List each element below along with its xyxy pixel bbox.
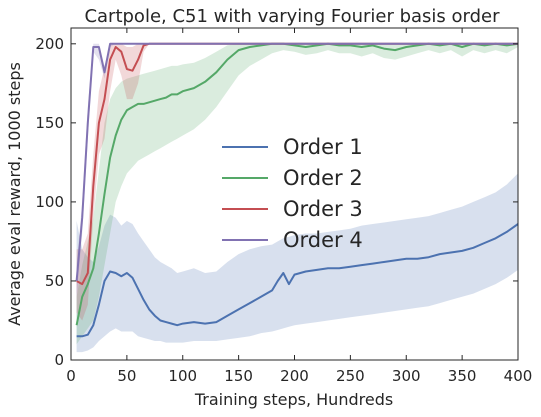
legend: Order 1 Order 2 Order 3 Order 4 (222, 135, 363, 252)
line-order-1 (76, 223, 519, 338)
legend-label-order-4: Order 4 (283, 228, 363, 252)
x-tick-label: 200 (280, 367, 309, 385)
x-tick-label: 50 (117, 367, 136, 385)
y-tick-label: 200 (35, 35, 64, 53)
y-tick-label: 150 (35, 114, 64, 132)
x-axis-ticks: 0 50 100 150 200 250 300 350 400 (66, 28, 532, 385)
confidence-bands (76, 43, 518, 353)
x-tick-label: 0 (66, 367, 76, 385)
x-tick-label: 150 (224, 367, 253, 385)
band-order-2 (76, 43, 518, 345)
x-axis-label: Training steps, Hundreds (194, 390, 393, 409)
y-tick-label: 0 (54, 351, 64, 369)
y-tick-label: 50 (45, 272, 64, 290)
band-order-3 (76, 43, 518, 321)
x-tick-label: 400 (504, 367, 533, 385)
y-axis-label: Average eval reward, 1000 steps (5, 62, 24, 326)
band-order-1 (76, 173, 518, 353)
legend-label-order-1: Order 1 (283, 135, 363, 159)
x-tick-label: 350 (448, 367, 477, 385)
chart-title: Cartpole, C51 with varying Fourier basis… (84, 6, 500, 27)
x-tick-label: 250 (336, 367, 365, 385)
line-order-4 (75, 42, 518, 282)
x-tick-label: 300 (392, 367, 421, 385)
legend-label-order-3: Order 3 (283, 197, 363, 221)
x-tick-label: 100 (168, 367, 197, 385)
y-axis-ticks: 0 50 100 150 200 (35, 35, 518, 369)
y-tick-label: 100 (35, 193, 64, 211)
series-lines (75, 42, 519, 338)
legend-label-order-2: Order 2 (283, 166, 363, 190)
